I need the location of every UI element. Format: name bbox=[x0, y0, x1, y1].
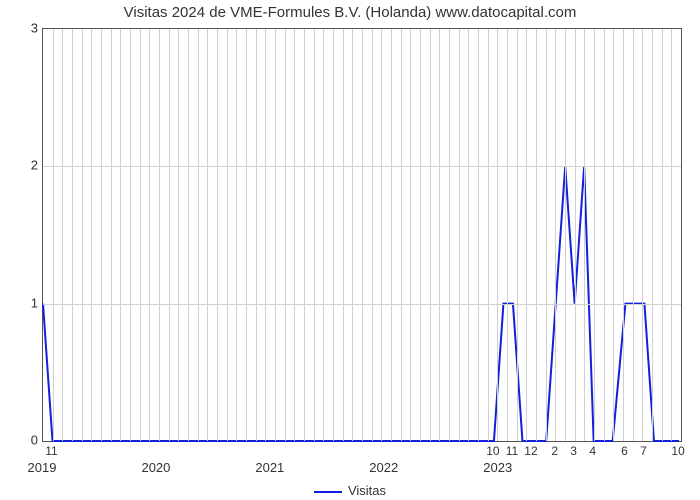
gridline-v bbox=[285, 29, 286, 441]
gridline-v bbox=[468, 29, 469, 441]
x-tick-year-label: 2022 bbox=[369, 460, 398, 475]
gridline-v bbox=[575, 29, 576, 441]
y-tick-label: 3 bbox=[8, 21, 38, 36]
gridline-v bbox=[82, 29, 83, 441]
gridline-v bbox=[555, 29, 556, 441]
gridline-v bbox=[265, 29, 266, 441]
x-tick-year-label: 2020 bbox=[141, 460, 170, 475]
gridline-v bbox=[275, 29, 276, 441]
gridline-v bbox=[314, 29, 315, 441]
chart-title: Visitas 2024 de VME-Formules B.V. (Holan… bbox=[0, 4, 700, 21]
y-tick-label: 1 bbox=[8, 295, 38, 310]
gridline-v bbox=[140, 29, 141, 441]
gridline-v bbox=[401, 29, 402, 441]
gridline-v bbox=[526, 29, 527, 441]
gridline-v bbox=[323, 29, 324, 441]
gridline-v bbox=[120, 29, 121, 441]
gridline-v bbox=[652, 29, 653, 441]
x-tick-year-label: 2019 bbox=[28, 460, 57, 475]
y-tick-label: 2 bbox=[8, 158, 38, 173]
gridline-v bbox=[294, 29, 295, 441]
gridline-v bbox=[352, 29, 353, 441]
gridline-v bbox=[236, 29, 237, 441]
gridline-v bbox=[517, 29, 518, 441]
gridline-v bbox=[430, 29, 431, 441]
x-tick-minor-label: 4 bbox=[589, 444, 596, 458]
line-chart: Visitas 2024 de VME-Formules B.V. (Holan… bbox=[0, 0, 700, 500]
gridline-v bbox=[72, 29, 73, 441]
gridline-v bbox=[362, 29, 363, 441]
gridline-v bbox=[536, 29, 537, 441]
gridline-v bbox=[91, 29, 92, 441]
legend-swatch bbox=[314, 491, 342, 493]
x-tick-minor-label: 10 bbox=[671, 444, 684, 458]
x-tick-minor-label: 11 bbox=[45, 444, 57, 458]
gridline-v bbox=[594, 29, 595, 441]
gridline-v bbox=[478, 29, 479, 441]
gridline-v bbox=[565, 29, 566, 441]
gridline-v bbox=[623, 29, 624, 441]
gridline-v bbox=[459, 29, 460, 441]
gridline-v bbox=[449, 29, 450, 441]
gridline-v bbox=[439, 29, 440, 441]
gridline-v bbox=[169, 29, 170, 441]
gridline-v bbox=[207, 29, 208, 441]
gridline-v bbox=[546, 29, 547, 441]
gridline-v bbox=[333, 29, 334, 441]
gridline-v bbox=[53, 29, 54, 441]
gridline-v bbox=[410, 29, 411, 441]
x-tick-year-label: 2023 bbox=[483, 460, 512, 475]
gridline-v bbox=[420, 29, 421, 441]
x-tick-minor-label: 2 bbox=[551, 444, 558, 458]
gridline-v bbox=[111, 29, 112, 441]
gridline-v bbox=[188, 29, 189, 441]
gridline-v bbox=[642, 29, 643, 441]
gridline-v bbox=[613, 29, 614, 441]
gridline-v bbox=[604, 29, 605, 441]
gridline-v bbox=[488, 29, 489, 441]
gridline-v bbox=[304, 29, 305, 441]
gridline-v bbox=[130, 29, 131, 441]
gridline-v bbox=[497, 29, 498, 441]
gridline-v bbox=[671, 29, 672, 441]
gridline-v bbox=[507, 29, 508, 441]
gridline-v bbox=[246, 29, 247, 441]
gridline-v bbox=[149, 29, 150, 441]
gridline-v bbox=[662, 29, 663, 441]
gridline-v bbox=[584, 29, 585, 441]
y-tick-label: 0 bbox=[8, 433, 38, 448]
legend: Visitas bbox=[0, 483, 700, 498]
gridline-v bbox=[159, 29, 160, 441]
gridline-v bbox=[372, 29, 373, 441]
gridline-v bbox=[198, 29, 199, 441]
x-tick-minor-label: 6 bbox=[621, 444, 628, 458]
x-tick-minor-label: 12 bbox=[524, 444, 537, 458]
x-tick-minor-label: 10 bbox=[486, 444, 499, 458]
legend-label: Visitas bbox=[348, 483, 386, 498]
x-tick-minor-label: 3 bbox=[570, 444, 577, 458]
gridline-v bbox=[256, 29, 257, 441]
gridline-v bbox=[381, 29, 382, 441]
x-tick-year-label: 2021 bbox=[255, 460, 284, 475]
gridline-v bbox=[343, 29, 344, 441]
x-tick-minor-label: 7 bbox=[640, 444, 647, 458]
gridline-v bbox=[227, 29, 228, 441]
plot-area bbox=[42, 28, 682, 442]
gridline-v bbox=[62, 29, 63, 441]
gridline-v bbox=[178, 29, 179, 441]
gridline-v bbox=[101, 29, 102, 441]
gridline-v bbox=[217, 29, 218, 441]
x-tick-minor-label: 11 bbox=[506, 444, 518, 458]
gridline-v bbox=[391, 29, 392, 441]
gridline-v bbox=[633, 29, 634, 441]
